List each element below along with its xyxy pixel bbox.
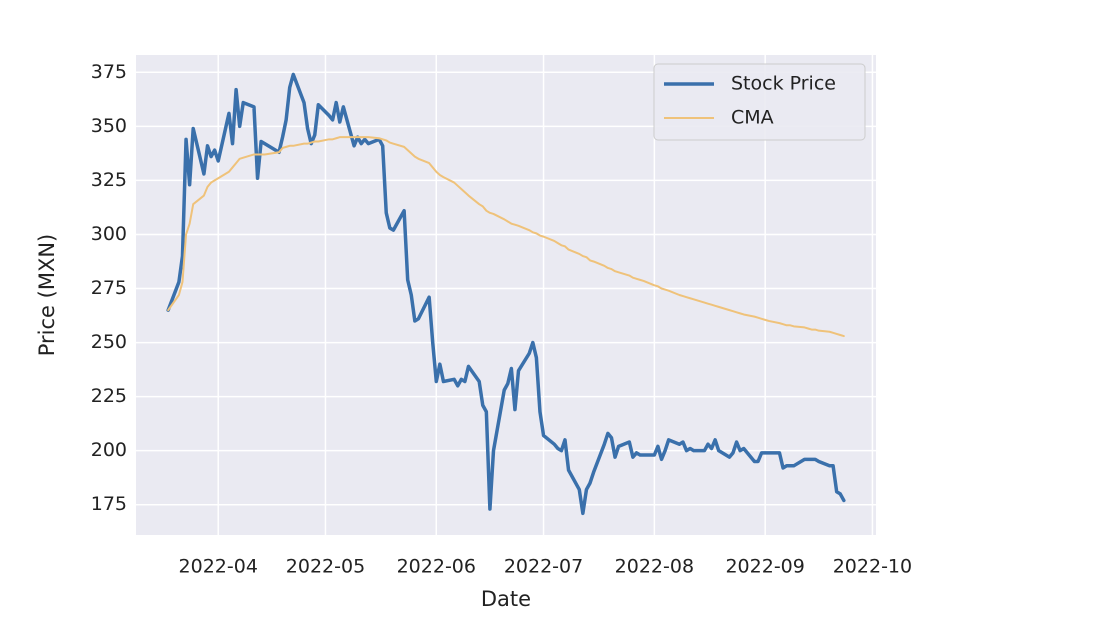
y-tick-label: 300 [91, 223, 127, 245]
y-tick-label: 325 [91, 169, 127, 191]
data-line [167, 136, 845, 338]
x-tick-label: 2022-10 [833, 556, 912, 578]
x-tick-label: 2022-09 [725, 556, 804, 578]
y-tick-label: 200 [91, 439, 127, 461]
y-axis-label: Price (MXN) [35, 234, 59, 357]
x-tick-label: 2022-04 [179, 556, 258, 578]
y-tick-label: 250 [91, 331, 127, 353]
y-tick-label: 375 [91, 61, 127, 83]
y-tick-label: 225 [91, 385, 127, 407]
y-tick-label: 275 [91, 277, 127, 299]
x-tick-label: 2022-06 [397, 556, 476, 578]
data-line [166, 72, 846, 516]
x-tick-label: 2022-07 [504, 556, 583, 578]
y-tick-label: 350 [91, 115, 127, 137]
x-tick-label: 2022-08 [615, 556, 694, 578]
x-axis-label: Date [481, 587, 531, 611]
legend-label: Stock Price [731, 73, 836, 95]
legend-label: CMA [731, 107, 774, 129]
y-tick-label: 175 [91, 493, 127, 515]
x-tick-label: 2022-05 [286, 556, 365, 578]
